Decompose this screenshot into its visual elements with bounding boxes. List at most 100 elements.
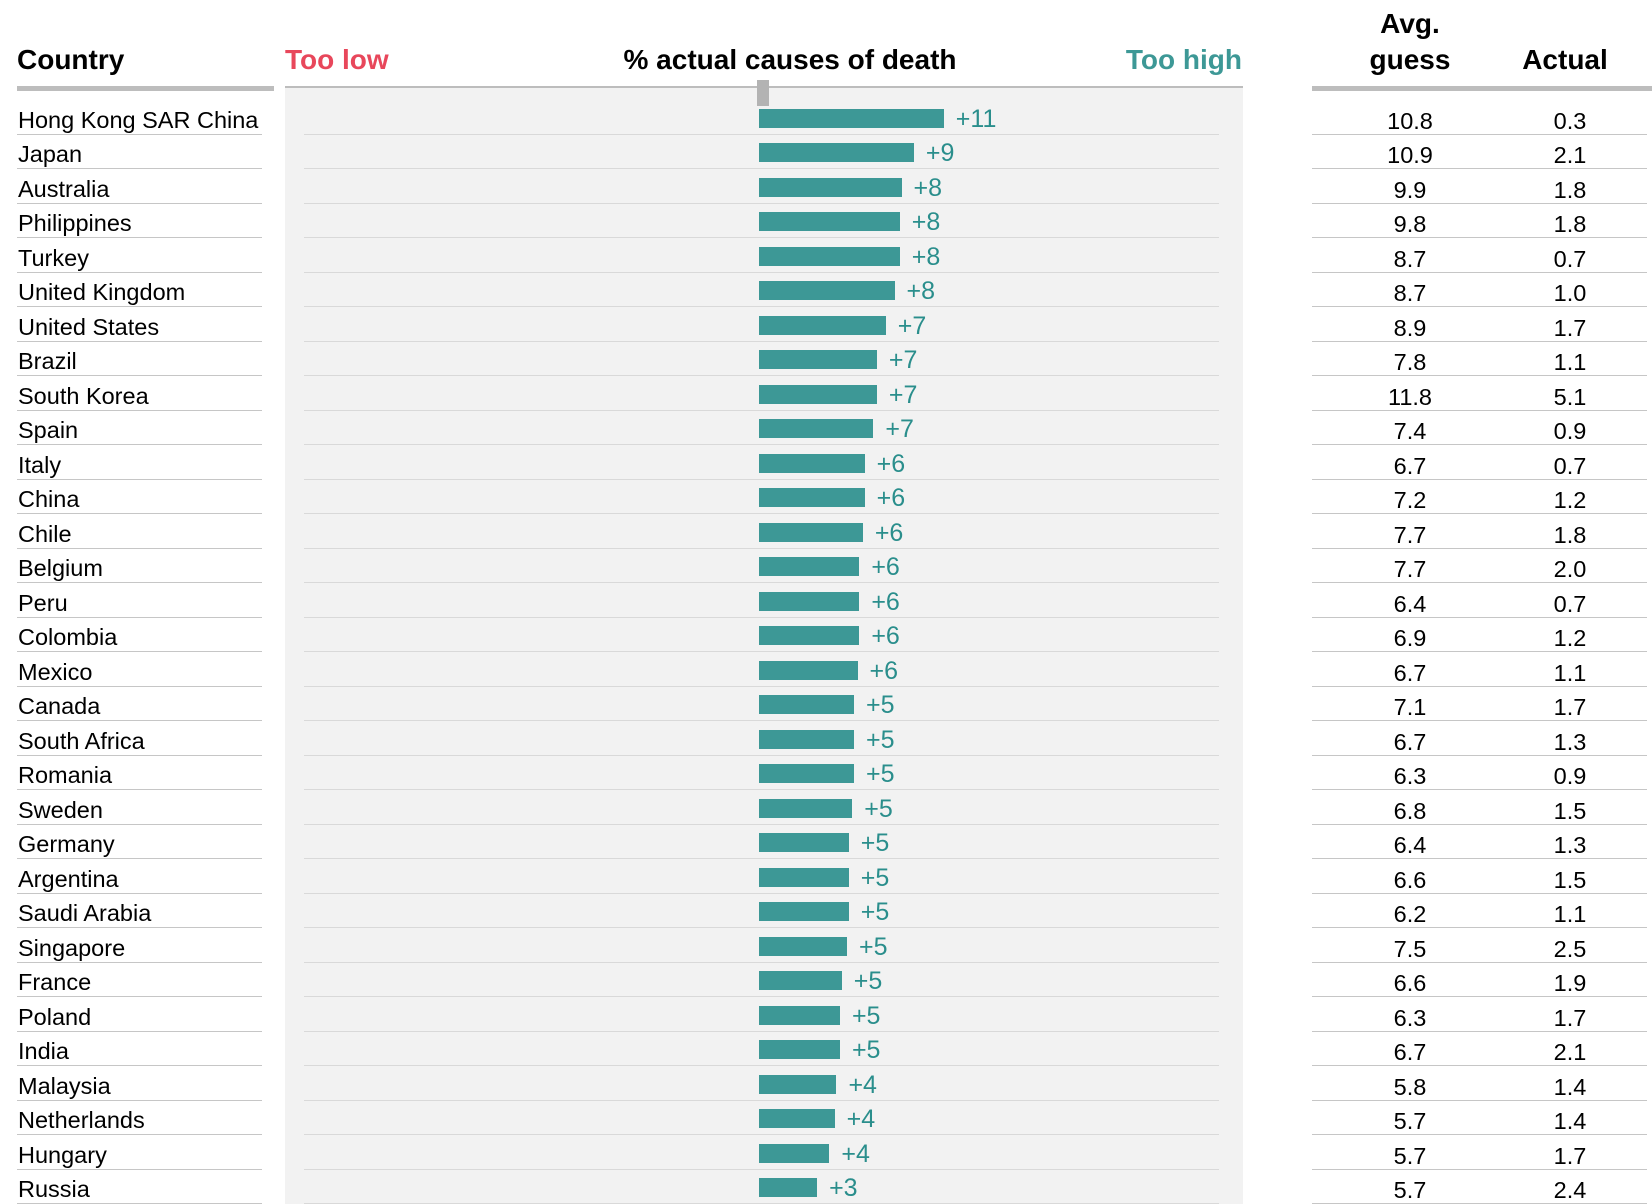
country-row-separator [17,478,262,480]
bar [759,177,902,197]
country-row-separator [17,271,262,273]
table-row: Chile +6 7.7 1.8 [0,514,1652,549]
table-row-separator [1312,444,1647,445]
bar-value-label: +5 [851,1036,881,1064]
table-row-separator [1312,133,1647,135]
avg-guess-value: 6.3 [1393,1004,1427,1031]
plot-row-separator [304,858,1219,859]
country-header-rule [17,86,274,91]
plot-row-separator [304,1134,1219,1135]
plot-row-separator [304,409,1219,411]
plot-row-separator [304,478,1219,480]
country-row-separator [17,927,262,928]
avg-guess-value: 10.9 [1387,142,1433,168]
plot-row-separator [304,892,1219,894]
bar [759,1040,840,1059]
country-row-separator [17,168,262,169]
country-label: Peru [18,589,68,616]
bar-value-label: +5 [866,691,895,719]
bar-value-label: +8 [906,277,936,305]
table-row: Canada +5 7.1 1.7 [0,687,1652,721]
country-label: France [18,969,92,995]
bar [759,350,877,369]
actual-value: 5.1 [1553,383,1587,410]
country-label: Colombia [18,624,118,650]
bar [759,1005,840,1025]
actual-value: 2.1 [1553,142,1587,168]
country-label: Netherlands [18,1107,145,1133]
bar [759,108,944,128]
plot-row-separator [304,340,1219,342]
country-label: Mexico [18,658,93,685]
table-row: Hong Kong SAR China +11 10.8 0.3 [0,100,1652,135]
country-label: Romania [18,762,113,788]
bar-value-label: +7 [885,415,914,443]
table-row: Sweden +5 6.8 1.5 [0,790,1652,825]
bar [759,660,858,680]
bar-value-label: +8 [911,208,941,236]
country-row-separator [17,1065,262,1066]
avg-guess-value: 7.2 [1393,487,1427,513]
country-row-separator [17,616,262,618]
avg-guess-value: 7.8 [1393,349,1427,375]
bar-value-label: +7 [888,380,918,409]
bar [759,833,849,852]
country-row-separator [17,202,262,204]
plot-row-separator [304,927,1219,928]
plot-row-separator [304,1030,1219,1032]
country-row-separator [17,409,262,411]
table-row: Belgium +6 7.7 2.0 [0,549,1652,583]
country-label: India [18,1038,69,1064]
actual-value: 0.9 [1553,763,1587,789]
table-row: Malaysia +4 5.8 1.4 [0,1066,1652,1101]
bar [759,971,842,990]
plot-row-separator [304,271,1219,273]
country-row-separator [17,685,262,687]
actual-value: 1.1 [1553,901,1587,927]
avg-guess-value: 5.7 [1393,1108,1427,1134]
table-row-separator [1312,271,1647,273]
table-row: Singapore +5 7.5 2.5 [0,928,1652,963]
avg-guess-value: 7.5 [1393,935,1427,962]
actual-value: 1.1 [1553,349,1587,375]
country-row-separator [17,375,262,376]
avg-guess-value: 6.8 [1393,797,1427,824]
bar [759,1143,830,1163]
table-row: China +6 7.2 1.2 [0,480,1652,514]
table-row: Brazil +7 7.8 1.1 [0,342,1652,376]
bar-value-label: +6 [871,587,900,616]
actual-value: 1.5 [1553,866,1587,893]
plot-row-separator [304,1065,1219,1066]
plot-row-separator [304,651,1219,652]
actual-value: 1.7 [1553,694,1587,720]
avg-guess-value: 11.8 [1388,383,1432,410]
bar-value-label: +4 [846,1105,876,1133]
bar-value-label: +3 [829,1174,858,1202]
actual-value: 1.5 [1553,797,1587,824]
country-row-separator [17,513,262,514]
actual-value: 1.9 [1553,970,1587,996]
bar [759,488,865,507]
country-label: Sweden [18,796,103,823]
table-row-separator [1312,547,1647,549]
country-row-separator [17,237,262,238]
actual-value: 1.3 [1553,728,1587,755]
plot-row-separator [304,375,1219,376]
zero-axis-tick [757,80,769,106]
bar-value-label: +5 [866,725,895,754]
table-row: Japan +9 10.9 2.1 [0,135,1652,169]
actual-value: 1.3 [1553,832,1587,858]
bar [759,798,853,818]
bar-value-label: +6 [876,484,906,512]
table-row-separator [1312,823,1647,825]
table-row-separator [1312,996,1647,997]
avg-guess-header-line2: guess [1369,44,1451,75]
avg-guess-value: 6.7 [1393,452,1427,479]
table-row: South Korea +7 11.8 5.1 [0,376,1652,411]
table-header-rule [1312,86,1652,91]
actual-header: Actual [1522,44,1608,75]
bar [759,695,855,714]
plot-row-separator [304,547,1219,549]
table-row-separator [1312,961,1647,963]
